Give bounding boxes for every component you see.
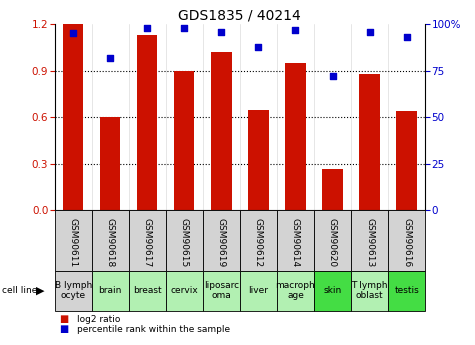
- Text: skin: skin: [323, 286, 342, 295]
- Point: [106, 55, 114, 60]
- Title: GDS1835 / 40214: GDS1835 / 40214: [179, 9, 301, 23]
- Bar: [397, 111, 417, 210]
- Bar: [166, 271, 203, 310]
- Bar: [137, 35, 157, 210]
- Text: macroph
age: macroph age: [276, 281, 315, 300]
- Bar: [92, 271, 129, 310]
- Text: ■: ■: [59, 314, 68, 324]
- Bar: [203, 271, 240, 310]
- Point: [366, 29, 373, 34]
- Bar: [277, 271, 314, 310]
- Text: GSM90616: GSM90616: [402, 218, 411, 267]
- Bar: [92, 210, 129, 271]
- Text: liposarc
oma: liposarc oma: [204, 281, 239, 300]
- Bar: [55, 210, 92, 271]
- Text: GSM90618: GSM90618: [106, 218, 114, 267]
- Bar: [314, 271, 351, 310]
- Bar: [323, 168, 342, 210]
- Bar: [351, 271, 388, 310]
- Point: [143, 25, 151, 31]
- Text: GSM90617: GSM90617: [143, 218, 152, 267]
- Text: GSM90620: GSM90620: [328, 218, 337, 267]
- Bar: [351, 210, 388, 271]
- Point: [329, 73, 336, 79]
- Text: GSM90619: GSM90619: [217, 218, 226, 267]
- Text: GSM90612: GSM90612: [254, 218, 263, 267]
- Point: [180, 25, 188, 31]
- Text: liver: liver: [248, 286, 268, 295]
- Bar: [129, 271, 166, 310]
- Bar: [314, 210, 351, 271]
- Bar: [203, 210, 240, 271]
- Bar: [100, 117, 120, 210]
- Text: B lymph
ocyte: B lymph ocyte: [55, 281, 92, 300]
- Text: ■: ■: [59, 325, 68, 334]
- Point: [292, 27, 299, 32]
- Text: cervix: cervix: [171, 286, 198, 295]
- Bar: [166, 210, 203, 271]
- Text: brain: brain: [98, 286, 122, 295]
- Point: [255, 44, 262, 49]
- Bar: [388, 271, 425, 310]
- Bar: [388, 210, 425, 271]
- Text: breast: breast: [133, 286, 162, 295]
- Bar: [55, 271, 92, 310]
- Text: cell line: cell line: [2, 286, 38, 295]
- Bar: [285, 63, 305, 210]
- Bar: [240, 210, 277, 271]
- Bar: [240, 271, 277, 310]
- Bar: [63, 24, 83, 210]
- Bar: [129, 210, 166, 271]
- Text: GSM90613: GSM90613: [365, 218, 374, 267]
- Text: ▶: ▶: [36, 286, 44, 296]
- Text: testis: testis: [394, 286, 419, 295]
- Point: [69, 31, 77, 36]
- Bar: [211, 52, 231, 210]
- Text: percentile rank within the sample: percentile rank within the sample: [77, 325, 230, 334]
- Text: log2 ratio: log2 ratio: [77, 315, 121, 324]
- Text: GSM90611: GSM90611: [69, 218, 77, 267]
- Text: GSM90614: GSM90614: [291, 218, 300, 267]
- Point: [218, 29, 225, 34]
- Bar: [248, 109, 268, 210]
- Bar: [360, 74, 380, 210]
- Text: GSM90615: GSM90615: [180, 218, 189, 267]
- Text: T lymph
oblast: T lymph oblast: [352, 281, 388, 300]
- Bar: [277, 210, 314, 271]
- Bar: [174, 71, 194, 210]
- Point: [403, 34, 410, 40]
